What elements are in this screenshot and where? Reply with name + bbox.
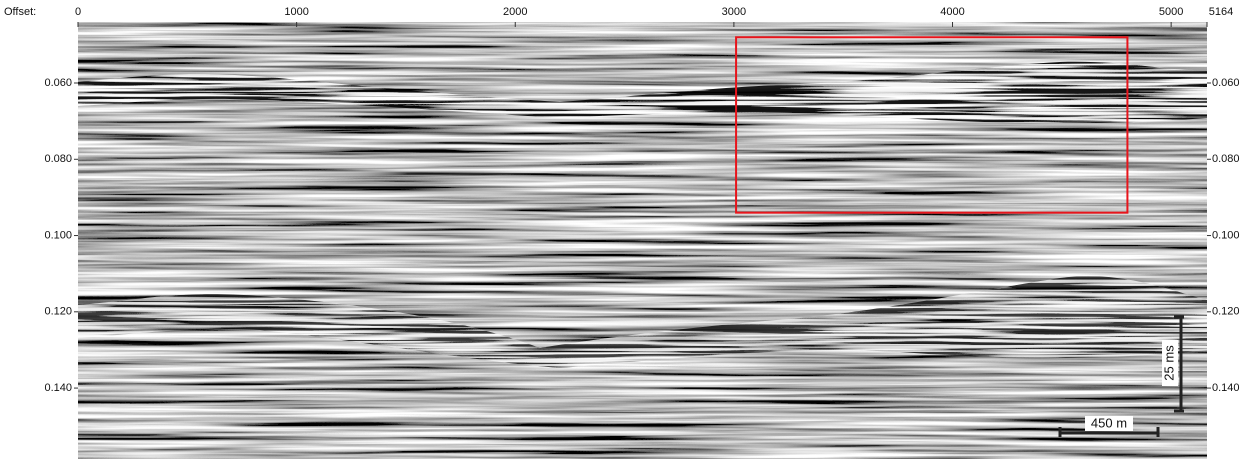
x-tick-label: 2000	[503, 6, 527, 18]
y-tick-label: 0.140	[44, 382, 72, 394]
highlight-box	[735, 36, 1129, 214]
x-tick-label: 1000	[284, 6, 308, 18]
x-tick-label: 3000	[722, 6, 746, 18]
scale-label-box	[1085, 416, 1133, 431]
y-tick-label: 0.080	[44, 153, 72, 165]
x-axis-label: Offset:	[4, 6, 36, 18]
seismic-image	[78, 22, 1207, 459]
scale-label-box	[1162, 340, 1178, 386]
vertical-scale-label: 25 ms	[1161, 345, 1176, 381]
y-tick-label-right: 0.120	[1212, 306, 1240, 318]
x-tick-label: 5164	[1209, 6, 1233, 18]
x-tick-label: 5000	[1159, 6, 1183, 18]
y-tick-label: 0.100	[44, 229, 72, 241]
x-tick-label: 0	[75, 6, 81, 18]
scale-bars: 25 ms 450 m	[1058, 315, 1184, 437]
y-tick-label-right: 0.080	[1212, 153, 1240, 165]
horizontal-scale-label: 450 m	[1091, 415, 1127, 430]
y-tick-label-right: 0.100	[1212, 229, 1240, 241]
y-tick-label: 0.060	[44, 77, 72, 89]
x-tick-label: 4000	[940, 6, 964, 18]
y-tick-label: 0.120	[44, 306, 72, 318]
y-tick-label-right: 0.060	[1212, 77, 1240, 89]
y-tick-label-right: 0.140	[1212, 382, 1240, 394]
